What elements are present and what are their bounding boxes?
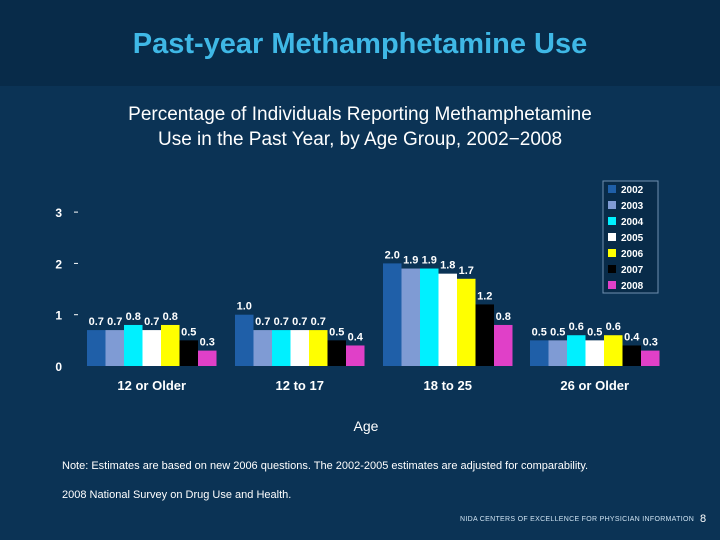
x-axis-title: Age — [354, 418, 379, 434]
bar — [494, 324, 513, 366]
data-label: 0.4 — [348, 331, 364, 343]
bar — [585, 340, 604, 366]
data-label: 0.5 — [181, 326, 196, 338]
page-number: 8 — [700, 513, 707, 525]
footer-organization: NIDA CENTERS OF EXCELLENCE FOR PHYSICIAN… — [460, 516, 695, 523]
data-label: 0.6 — [606, 321, 621, 333]
category-label: 12 or Older — [117, 378, 186, 393]
bar — [530, 340, 549, 366]
chart-subtitle-line1: Percentage of Individuals Reporting Meth… — [128, 104, 592, 125]
data-label: 0.5 — [329, 326, 344, 338]
legend-swatch — [608, 233, 616, 241]
bar — [179, 340, 198, 366]
bar — [604, 335, 623, 366]
bar — [475, 304, 494, 366]
bar — [622, 345, 641, 366]
bar — [87, 330, 106, 366]
y-tick-label: 1 — [55, 309, 62, 323]
bar — [641, 350, 660, 366]
y-tick-label: 0 — [55, 360, 62, 374]
data-label: 2.0 — [385, 249, 400, 261]
bar — [198, 350, 217, 366]
bar — [309, 330, 328, 366]
data-label: 0.7 — [274, 316, 289, 328]
slide-title: Past-year Methamphetamine Use — [132, 28, 588, 60]
legend-swatch — [608, 185, 616, 193]
chart-note: Note: Estimates are based on new 2006 qu… — [62, 460, 589, 472]
legend-label: 2006 — [621, 249, 644, 260]
data-label: 0.8 — [496, 311, 511, 323]
bar — [235, 314, 254, 366]
legend-label: 2004 — [621, 217, 644, 228]
legend-swatch — [608, 249, 616, 257]
data-label: 0.4 — [624, 331, 640, 343]
legend-label: 2008 — [621, 281, 644, 292]
data-label: 0.7 — [311, 316, 326, 328]
category-label: 12 to 17 — [276, 378, 324, 393]
data-label: 1.9 — [422, 255, 437, 267]
data-label: 0.3 — [643, 337, 658, 349]
legend-label: 2007 — [621, 265, 644, 276]
data-label: 0.6 — [569, 321, 584, 333]
bar — [124, 324, 143, 366]
bar — [567, 335, 586, 366]
legend-swatch — [608, 201, 616, 209]
data-label: 1.8 — [440, 260, 455, 272]
legend-swatch — [608, 281, 616, 289]
data-label: 1.0 — [237, 301, 252, 313]
bar — [383, 263, 402, 366]
data-label: 0.5 — [587, 326, 602, 338]
bar — [272, 330, 291, 366]
y-tick-label: 2 — [55, 257, 62, 271]
bar — [142, 330, 161, 366]
data-label: 0.7 — [89, 316, 104, 328]
chart-source: 2008 National Survey on Drug Use and Hea… — [62, 489, 292, 501]
data-label: 0.5 — [532, 326, 547, 338]
legend-swatch — [608, 217, 616, 225]
bar — [161, 324, 180, 366]
bar — [253, 330, 272, 366]
data-label: 0.8 — [163, 311, 178, 323]
legend-label: 2005 — [621, 233, 644, 244]
bar — [346, 345, 365, 366]
bar — [290, 330, 309, 366]
bar — [420, 268, 439, 366]
category-label: 18 to 25 — [424, 378, 472, 393]
chart-subtitle-line2: Use in the Past Year, by Age Group, 2002… — [157, 129, 563, 150]
bar — [438, 273, 457, 366]
chart-subtitle: Percentage of Individuals Reporting Meth… — [0, 102, 720, 152]
data-label: 0.3 — [200, 337, 215, 349]
data-label: 0.7 — [144, 316, 159, 328]
legend-swatch — [608, 265, 616, 273]
title-band — [0, 0, 720, 86]
data-label: 1.2 — [477, 290, 492, 302]
legend-label: 2003 — [621, 201, 644, 212]
bar — [457, 278, 476, 366]
data-label: 0.7 — [255, 316, 270, 328]
y-tick-label: 3 — [55, 206, 62, 220]
data-label: 0.7 — [107, 316, 122, 328]
bar — [327, 340, 346, 366]
data-label: 0.8 — [126, 311, 141, 323]
bar — [105, 330, 124, 366]
bar — [401, 268, 420, 366]
data-label: 0.7 — [292, 316, 307, 328]
data-label: 0.5 — [550, 326, 565, 338]
bar — [548, 340, 567, 366]
data-label: 1.9 — [403, 255, 418, 267]
legend-label: 2002 — [621, 185, 644, 196]
category-label: 26 or Older — [560, 378, 629, 393]
data-label: 1.7 — [459, 265, 474, 277]
